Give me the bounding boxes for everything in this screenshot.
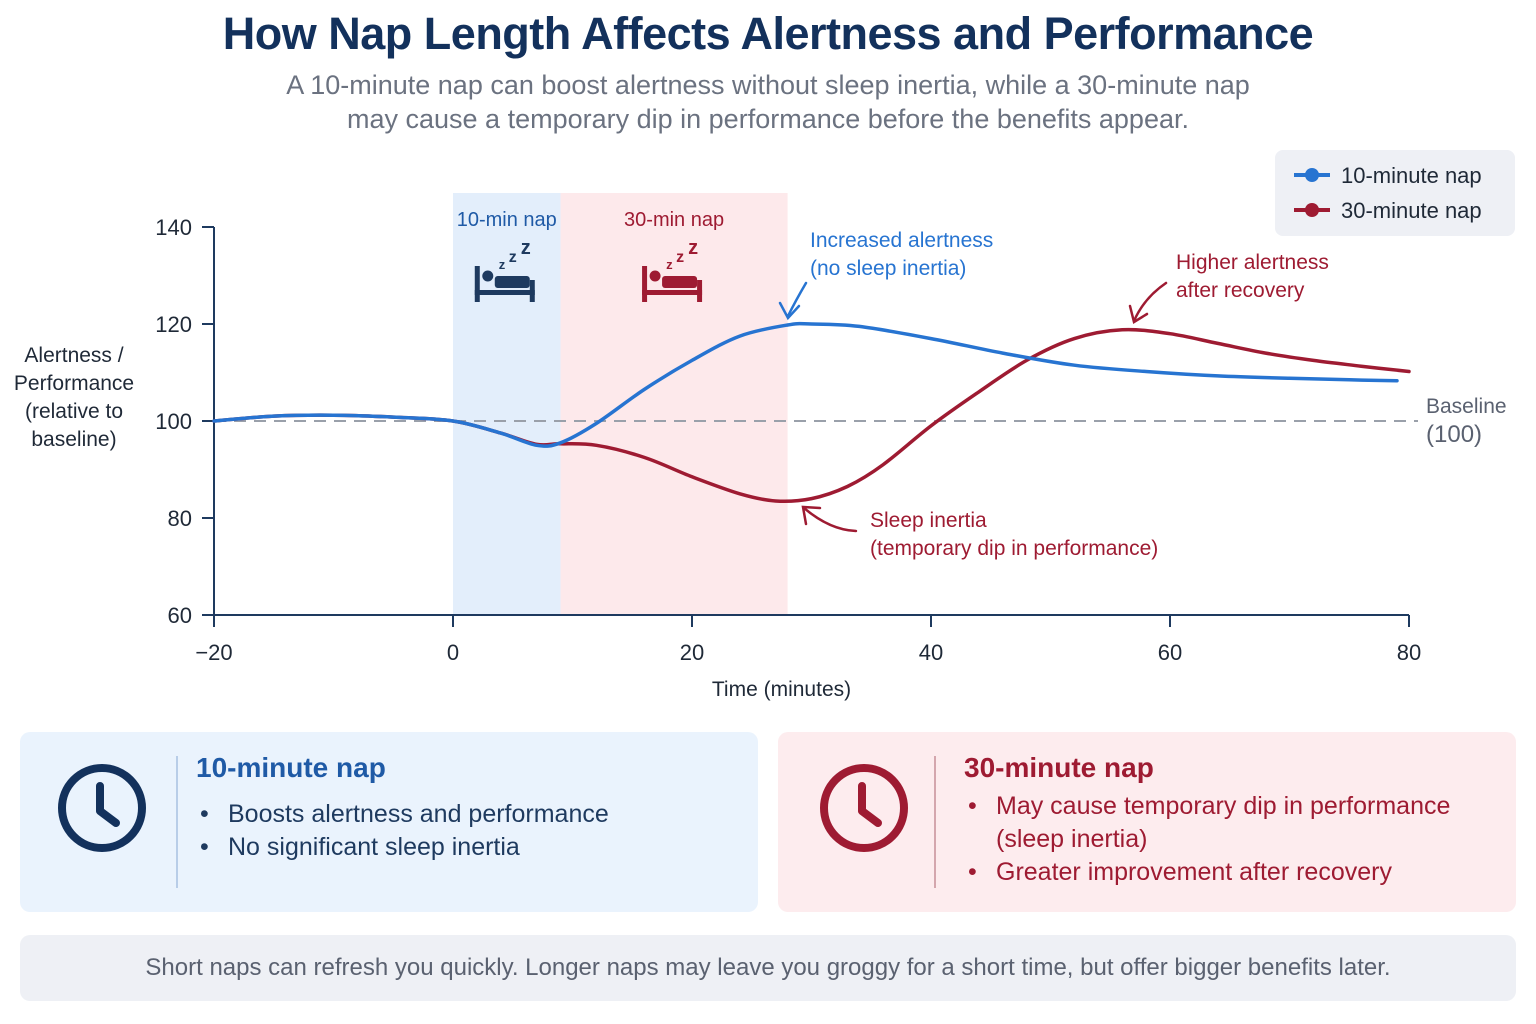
- bed-post: [474, 266, 480, 302]
- card-bullet: Boosts alertness and performance: [196, 798, 609, 831]
- y-tick-label: 60: [168, 603, 192, 628]
- z-letter: z: [509, 249, 517, 266]
- nap-band-label: 30-min nap: [624, 209, 724, 231]
- y-tick-label: 120: [155, 312, 192, 337]
- annotation-label: Sleep inertia: [870, 509, 987, 532]
- footer-note: Short naps can refresh you quickly. Long…: [20, 935, 1516, 1001]
- series-line-ten-minute: [212, 321, 1399, 448]
- clock-icon: [820, 764, 908, 852]
- annotation-label: (temporary dip in performance): [870, 537, 1158, 560]
- sleeper-head: [482, 270, 494, 282]
- annotation-arrowhead: [1128, 304, 1149, 324]
- nap-band: [560, 193, 788, 615]
- legend-box: [1275, 150, 1515, 236]
- thirty-minute-nap-card: 30-minute nap May cause temporary dip in…: [778, 732, 1516, 912]
- bed-post: [642, 266, 648, 302]
- bed-frame: [642, 290, 703, 295]
- x-axis-label: Time (minutes): [712, 678, 851, 701]
- card-bullet-list: Boosts alertness and performance No sign…: [196, 798, 609, 864]
- x-tick-label: −20: [195, 640, 232, 665]
- annotation-arrow: [1132, 281, 1168, 323]
- x-tick-label: 0: [447, 640, 459, 665]
- z-letter: z: [499, 257, 506, 272]
- legend-swatch-dot: [1305, 168, 1319, 182]
- bed-frame: [474, 290, 535, 295]
- y-axis-label: Alertness /: [24, 344, 123, 367]
- y-tick-label: 80: [168, 506, 192, 531]
- x-tick-label: 40: [919, 640, 943, 665]
- annotation-label: Higher alertness: [1176, 251, 1329, 274]
- x-tick-label: 20: [680, 640, 704, 665]
- card-divider: [176, 756, 178, 888]
- y-axis-label: baseline): [31, 428, 116, 451]
- sleeper-body: [662, 276, 698, 288]
- card-title: 30-minute nap: [964, 752, 1154, 783]
- y-axis-label: Performance: [14, 372, 134, 395]
- z-letter: z: [688, 237, 698, 259]
- legend-swatch-dot: [1305, 203, 1319, 217]
- annotation-arrowhead: [801, 505, 822, 526]
- card-divider: [934, 756, 936, 888]
- baseline-label: (100): [1426, 421, 1482, 448]
- annotation-arrow: [786, 281, 808, 318]
- ten-minute-nap-card: 10-minute nap Boosts alertness and perfo…: [20, 732, 758, 912]
- legend-entry: 10-minute nap: [1341, 163, 1482, 188]
- nap-band: [453, 193, 561, 615]
- z-letter: z: [676, 249, 684, 266]
- x-tick-label: 60: [1158, 640, 1182, 665]
- card-bullet: Greater improvement after recovery: [964, 856, 1484, 889]
- y-tick-label: 100: [155, 409, 192, 434]
- legend-entry: 30-minute nap: [1341, 198, 1482, 223]
- clock-icon: [58, 764, 146, 852]
- page-title: How Nap Length Affects Alertness and Per…: [222, 8, 1314, 59]
- card-bullet: May cause temporary dip in performance (…: [964, 790, 1484, 856]
- sleeper-head: [649, 270, 661, 282]
- annotation-arrow: [802, 506, 858, 533]
- card-bullet: No significant sleep inertia: [196, 831, 609, 864]
- baseline-label: Baseline: [1426, 395, 1507, 418]
- annotation-label: after recovery: [1176, 279, 1305, 302]
- y-axis-label: (relative to: [25, 400, 123, 423]
- nap-band-label: 10-min nap: [457, 209, 557, 231]
- card-title: 10-minute nap: [196, 752, 386, 783]
- annotation-label: Increased alertness: [810, 229, 993, 252]
- annotation-label: (no sleep inertia): [810, 257, 966, 280]
- x-tick-label: 80: [1397, 640, 1421, 665]
- card-bullet-list: May cause temporary dip in performance (…: [964, 790, 1484, 889]
- sleeper-body: [494, 276, 530, 288]
- z-letter: z: [666, 257, 673, 272]
- y-tick-label: 140: [155, 215, 192, 240]
- page-subtitle: A 10-minute nap can boost alertness with…: [286, 70, 1250, 134]
- z-letter: z: [521, 237, 531, 259]
- annotation-arrowhead: [778, 301, 801, 321]
